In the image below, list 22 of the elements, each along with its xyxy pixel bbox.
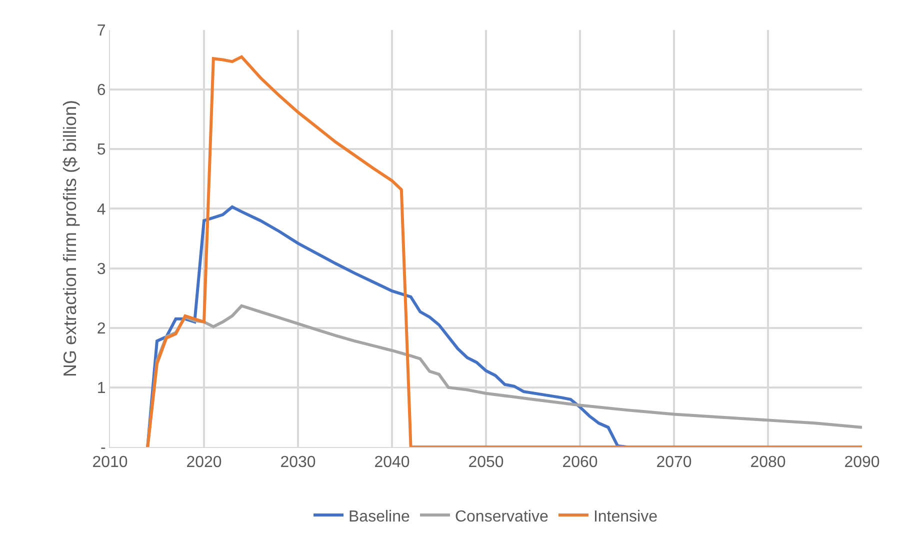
legend-label: Conservative (454, 508, 548, 526)
x-tick-label: 2080 (750, 454, 786, 472)
x-tick-label: 2030 (280, 454, 316, 472)
x-tick-label: 2090 (844, 454, 880, 472)
y-tick-label: 3 (96, 260, 106, 278)
y-tick-label: 6 (96, 82, 106, 100)
line-series (146, 55, 862, 447)
x-tick-label: 2070 (656, 454, 692, 472)
y-tick-label: 5 (96, 142, 106, 159)
x-tick-label: 2010 (92, 454, 128, 472)
legend-label: Intensive (593, 508, 658, 526)
legend-label: Baseline (348, 508, 410, 526)
x-tick-label: 2040 (374, 454, 410, 472)
y-tick-label: 1 (96, 380, 106, 398)
y-tick-label: 2 (96, 320, 106, 338)
x-tick-label: 2020 (186, 454, 222, 472)
y-tick-label: 7 (96, 22, 106, 40)
y-tick-label: - (100, 440, 106, 457)
x-tick-label: 2060 (562, 454, 598, 472)
y-axis-title: NG extraction firm profits ($ billion) (60, 100, 80, 378)
x-tick-label: 2050 (468, 454, 504, 472)
y-tick-label: 4 (96, 201, 106, 218)
